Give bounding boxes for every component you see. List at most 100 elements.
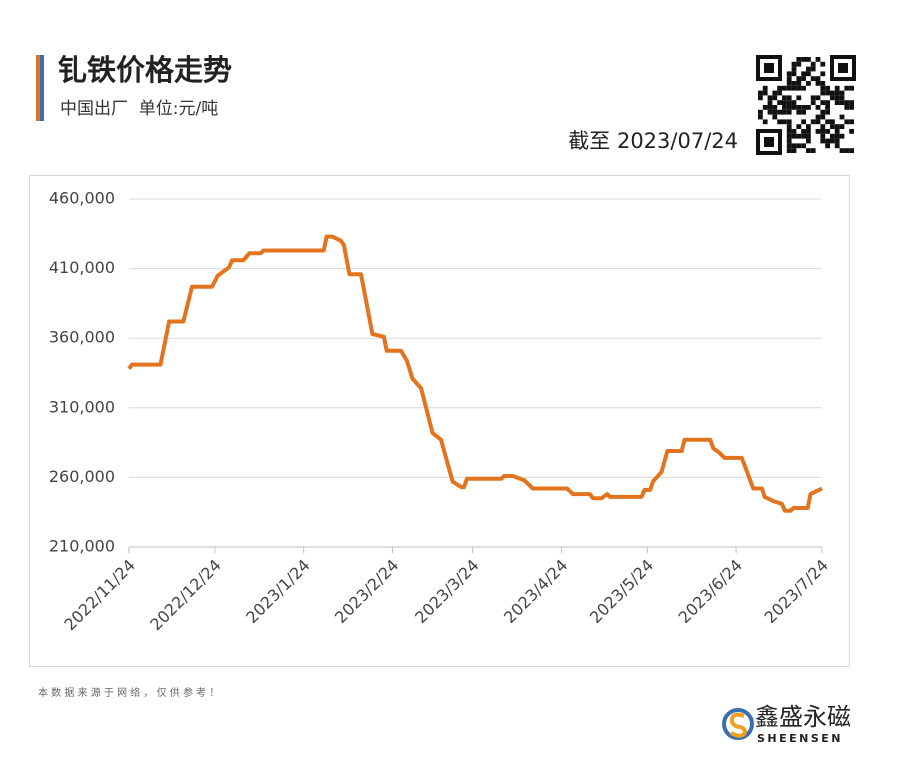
qr-cell: [830, 124, 835, 129]
qr-cell: [782, 105, 787, 110]
qr-cell: [782, 85, 787, 91]
qr-code: [756, 55, 856, 155]
qr-cell: [825, 119, 830, 125]
qr-cell: [786, 95, 792, 101]
qr-cell: [796, 105, 802, 110]
y-tick-label: 410,000: [49, 258, 115, 277]
qr-cell: [786, 124, 792, 129]
qr-cell: [772, 109, 778, 115]
qr-cell: [786, 129, 792, 134]
qr-cell: [786, 76, 792, 81]
x-tick-label: 2023/5/24: [586, 556, 657, 627]
qr-cell: [801, 143, 806, 149]
qr-cell: [806, 81, 811, 86]
qr-cell: [762, 105, 768, 110]
as-of-date: 截至 2023/07/24: [568, 129, 738, 153]
qr-cell: [801, 85, 806, 91]
qr-cell: [806, 129, 811, 134]
qr-cell: [839, 90, 845, 96]
qr-cell: [849, 129, 854, 134]
qr-cell: [801, 76, 806, 81]
qr-cell: [815, 114, 821, 120]
qr-cell: [762, 85, 768, 91]
qr-cell: [772, 95, 778, 101]
qr-cell: [825, 90, 830, 96]
qr-cell: [796, 61, 802, 67]
qr-cell: [796, 109, 802, 115]
qr-cell: [801, 119, 806, 125]
qr-cell: [786, 119, 792, 125]
qr-cell: [834, 124, 840, 129]
qr-cell: [786, 109, 792, 115]
qr-cell: [762, 90, 768, 96]
qr-cell: [777, 85, 782, 91]
qr-cell: [810, 66, 816, 72]
qr-cell: [791, 129, 797, 134]
qr-cell: [796, 133, 802, 139]
chart-subtitle: 中国出厂 单位:元/吨: [60, 99, 218, 119]
qr-cell: [820, 90, 826, 96]
qr-cell: [777, 109, 782, 115]
plot-frame: [29, 175, 850, 667]
qr-cell: [839, 114, 845, 120]
qr-cell: [830, 95, 835, 101]
qr-cell: [782, 119, 787, 125]
qr-cell: [786, 138, 792, 144]
qr-cell: [791, 85, 797, 91]
qr-cell: [810, 100, 816, 105]
x-tick-label: 2023/1/24: [242, 556, 313, 627]
qr-cell: [834, 90, 840, 96]
qr-cell: [830, 133, 835, 139]
qr-cell: [825, 129, 830, 134]
qr-cell: [834, 133, 840, 139]
qr-cell: [834, 95, 840, 101]
qr-cell: [820, 61, 826, 67]
qr-cell: [844, 85, 850, 91]
qr-cell: [815, 57, 821, 62]
qr-cell: [791, 100, 797, 105]
qr-cell: [791, 143, 797, 149]
qr-cell: [786, 85, 792, 91]
qr-cell: [786, 71, 792, 77]
accent-bar: [36, 55, 40, 121]
qr-cell: [786, 133, 792, 139]
qr-cell: [820, 109, 826, 115]
qr-cell: [786, 81, 792, 86]
qr-cell: [834, 85, 840, 91]
qr-cell: [772, 90, 778, 96]
qr-cell: [796, 124, 802, 129]
x-tick-label: 2023/4/24: [500, 556, 571, 627]
qr-cell: [815, 105, 821, 110]
qr-cell: [839, 124, 845, 129]
qr-cell: [777, 119, 782, 125]
brand-name: 鑫盛永磁: [755, 703, 851, 731]
qr-cell: [849, 85, 854, 91]
qr-cell: [834, 143, 840, 149]
qr-cell: [791, 66, 797, 72]
qr-cell: [758, 114, 763, 120]
qr-cell: [820, 85, 826, 91]
qr-cell: [782, 109, 787, 115]
qr-cell: [772, 105, 778, 110]
qr-cell: [796, 95, 802, 101]
chart-title: 钆铁价格走势: [58, 53, 232, 87]
qr-cell: [815, 76, 821, 81]
qr-cell: [767, 109, 773, 115]
qr-cell: [815, 129, 821, 134]
source-note: 本 数 据 来 源 于 网 络 ， 仅 供 参 考 ！: [38, 686, 219, 699]
qr-cell: [801, 71, 806, 77]
qr-cell: [825, 105, 830, 110]
qr-cell: [820, 81, 826, 86]
qr-cell: [806, 71, 811, 77]
qr-cell: [815, 119, 821, 125]
qr-cell: [810, 119, 816, 125]
qr-cell: [810, 95, 816, 101]
qr-cell: [806, 105, 811, 110]
qr-cell: [815, 81, 821, 86]
qr-cell: [786, 105, 792, 110]
qr-cell: [820, 71, 826, 77]
qr-cell: [830, 138, 835, 144]
qr-cell: [825, 100, 830, 105]
